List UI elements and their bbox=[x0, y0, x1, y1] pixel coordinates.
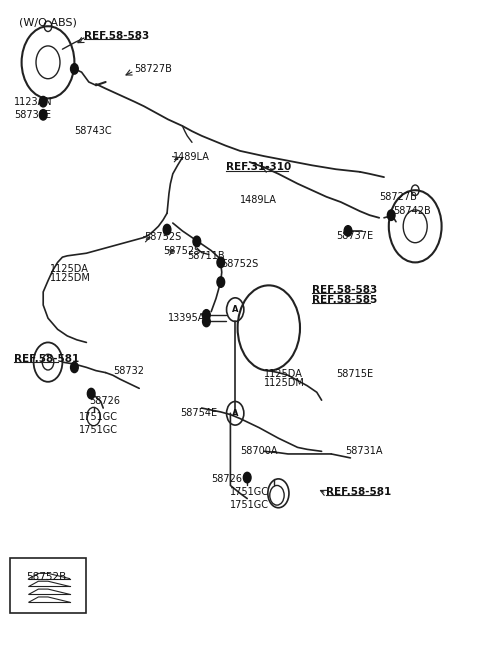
Circle shape bbox=[193, 236, 201, 247]
FancyBboxPatch shape bbox=[10, 558, 86, 613]
Text: REF.58-583: REF.58-583 bbox=[84, 31, 149, 41]
Circle shape bbox=[344, 226, 352, 236]
Text: 58737E: 58737E bbox=[336, 231, 373, 241]
Text: 58754E: 58754E bbox=[180, 408, 217, 419]
Text: 1125DA: 1125DA bbox=[50, 264, 89, 274]
Text: REF.58-581: REF.58-581 bbox=[326, 487, 392, 497]
Circle shape bbox=[71, 362, 78, 373]
Text: 58727B: 58727B bbox=[134, 64, 172, 74]
Circle shape bbox=[203, 316, 210, 327]
Circle shape bbox=[203, 310, 210, 320]
Text: REF.58-585: REF.58-585 bbox=[312, 295, 377, 305]
Text: 1751GC: 1751GC bbox=[230, 487, 269, 497]
Text: 1489LA: 1489LA bbox=[173, 152, 210, 163]
Text: 1751GC: 1751GC bbox=[230, 500, 269, 510]
Circle shape bbox=[163, 224, 171, 235]
Text: 58752S: 58752S bbox=[163, 245, 201, 256]
Text: REF.31-310: REF.31-310 bbox=[226, 162, 291, 173]
Circle shape bbox=[87, 388, 95, 399]
Text: 58738E: 58738E bbox=[14, 110, 51, 120]
Text: 1751GC: 1751GC bbox=[79, 411, 118, 422]
Text: A: A bbox=[232, 409, 239, 418]
Text: 58742B: 58742B bbox=[394, 206, 432, 216]
Text: 1125DM: 1125DM bbox=[50, 273, 91, 283]
Text: REF.58-583: REF.58-583 bbox=[312, 285, 377, 295]
Text: 1125DM: 1125DM bbox=[264, 378, 305, 388]
Text: 58726: 58726 bbox=[89, 396, 120, 407]
Text: 58752S: 58752S bbox=[221, 258, 258, 269]
Text: REF.58-581: REF.58-581 bbox=[14, 354, 80, 364]
Text: 58727B: 58727B bbox=[379, 192, 417, 202]
Text: 58732: 58732 bbox=[113, 365, 144, 376]
Text: 58726: 58726 bbox=[211, 474, 242, 484]
Text: 1123AN: 1123AN bbox=[14, 96, 53, 107]
Text: 1125DA: 1125DA bbox=[264, 369, 303, 379]
Text: 58715E: 58715E bbox=[336, 369, 373, 379]
Text: 58731A: 58731A bbox=[346, 446, 383, 457]
Text: 13395A: 13395A bbox=[168, 313, 205, 323]
Circle shape bbox=[217, 257, 225, 268]
Text: 1751GC: 1751GC bbox=[79, 424, 118, 435]
Text: 58752B: 58752B bbox=[26, 572, 67, 583]
Text: (W/O ABS): (W/O ABS) bbox=[19, 18, 77, 28]
Circle shape bbox=[387, 210, 395, 220]
Text: A: A bbox=[232, 305, 239, 314]
Circle shape bbox=[39, 96, 47, 107]
Circle shape bbox=[71, 64, 78, 74]
Circle shape bbox=[39, 110, 47, 120]
Circle shape bbox=[243, 472, 251, 483]
Circle shape bbox=[217, 277, 225, 287]
Text: 58752S: 58752S bbox=[144, 232, 181, 243]
Text: 58743C: 58743C bbox=[74, 126, 112, 136]
Text: 58711B: 58711B bbox=[187, 251, 225, 261]
Text: 1489LA: 1489LA bbox=[240, 195, 277, 205]
Text: 58700A: 58700A bbox=[240, 446, 277, 457]
